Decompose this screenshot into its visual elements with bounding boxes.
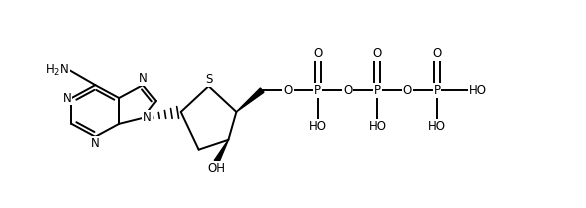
Text: O: O	[313, 47, 322, 60]
Polygon shape	[214, 140, 229, 163]
Text: HO: HO	[309, 120, 327, 133]
Text: P: P	[314, 84, 321, 97]
Text: H$_2$N: H$_2$N	[45, 63, 70, 78]
Text: HO: HO	[469, 84, 487, 97]
Text: O: O	[403, 84, 412, 97]
Text: S: S	[205, 73, 212, 86]
Polygon shape	[236, 88, 264, 112]
Text: HO: HO	[369, 120, 386, 133]
Text: N: N	[63, 92, 71, 105]
Text: O: O	[373, 47, 382, 60]
Text: O: O	[432, 47, 442, 60]
Text: O: O	[284, 84, 292, 97]
Text: N: N	[91, 137, 100, 150]
Text: OH: OH	[207, 162, 226, 175]
Text: O: O	[343, 84, 352, 97]
Text: N: N	[143, 111, 152, 124]
Text: P: P	[374, 84, 381, 97]
Text: P: P	[434, 84, 441, 97]
Text: HO: HO	[428, 120, 446, 133]
Text: N: N	[139, 72, 148, 85]
